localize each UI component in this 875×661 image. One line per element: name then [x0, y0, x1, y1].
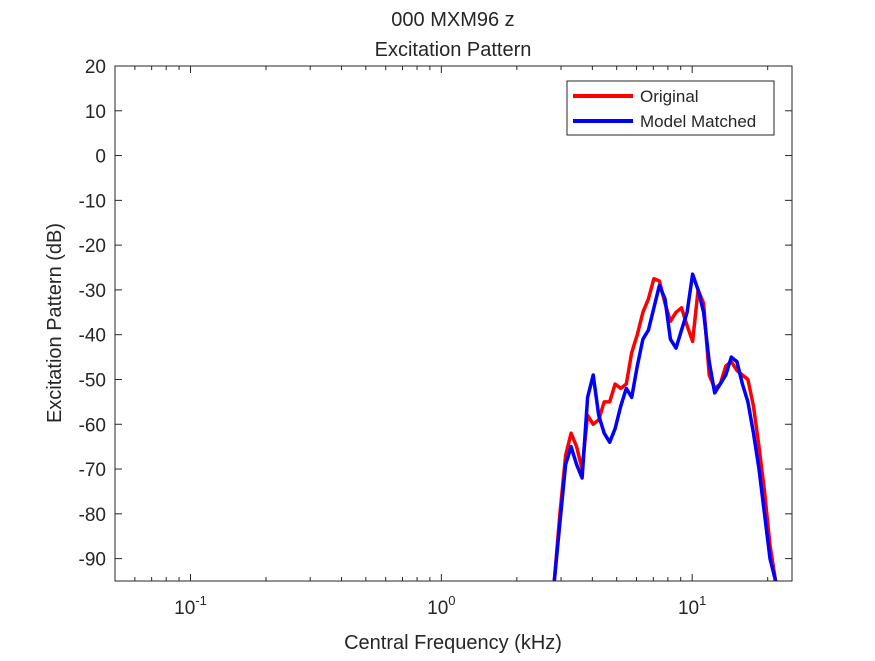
y-tick-label: -10 — [79, 191, 106, 212]
y-tick-label: -40 — [79, 326, 106, 347]
y-tick-label: 20 — [85, 57, 106, 78]
series-line-model-matched — [552, 272, 778, 581]
x-tick-label: 10-1 — [174, 593, 207, 619]
y-tick-label: -70 — [79, 460, 106, 481]
legend-label-model-matched: Model Matched — [640, 112, 756, 131]
y-tick-label: 10 — [85, 102, 106, 123]
x-major-ticks: 10-1 100 101 — [174, 66, 706, 619]
y-tick-label: -20 — [79, 236, 106, 257]
legend: Original Model Matched — [566, 80, 775, 136]
chart-subtitle: Excitation Pattern — [375, 39, 532, 61]
y-axis-label: Excitation Pattern (dB) — [44, 223, 66, 423]
y-tick-label: -80 — [79, 505, 106, 526]
plot-area — [115, 66, 792, 581]
y-tick-label: -30 — [79, 281, 106, 302]
y-tick-label: -90 — [79, 550, 106, 571]
x-minor-ticks — [114, 66, 769, 581]
y-tick-label: -60 — [79, 415, 106, 436]
y-tick-label: 0 — [95, 147, 106, 168]
legend-label-original: Original — [640, 87, 699, 106]
plot-box — [114, 65, 793, 582]
series-layer — [552, 272, 778, 581]
x-axis-label: Central Frequency (kHz) — [344, 632, 562, 654]
x-tick-label: 100 — [427, 593, 455, 619]
y-ticks: 20 10 0 -10 -20 -30 -40 -50 -60 -70 -80 -90 — [79, 57, 792, 571]
legend-box — [566, 80, 775, 136]
chart-title: 000 MXM96 z — [391, 9, 514, 31]
x-tick-label: 101 — [678, 593, 706, 619]
y-tick-label: -50 — [79, 370, 106, 391]
